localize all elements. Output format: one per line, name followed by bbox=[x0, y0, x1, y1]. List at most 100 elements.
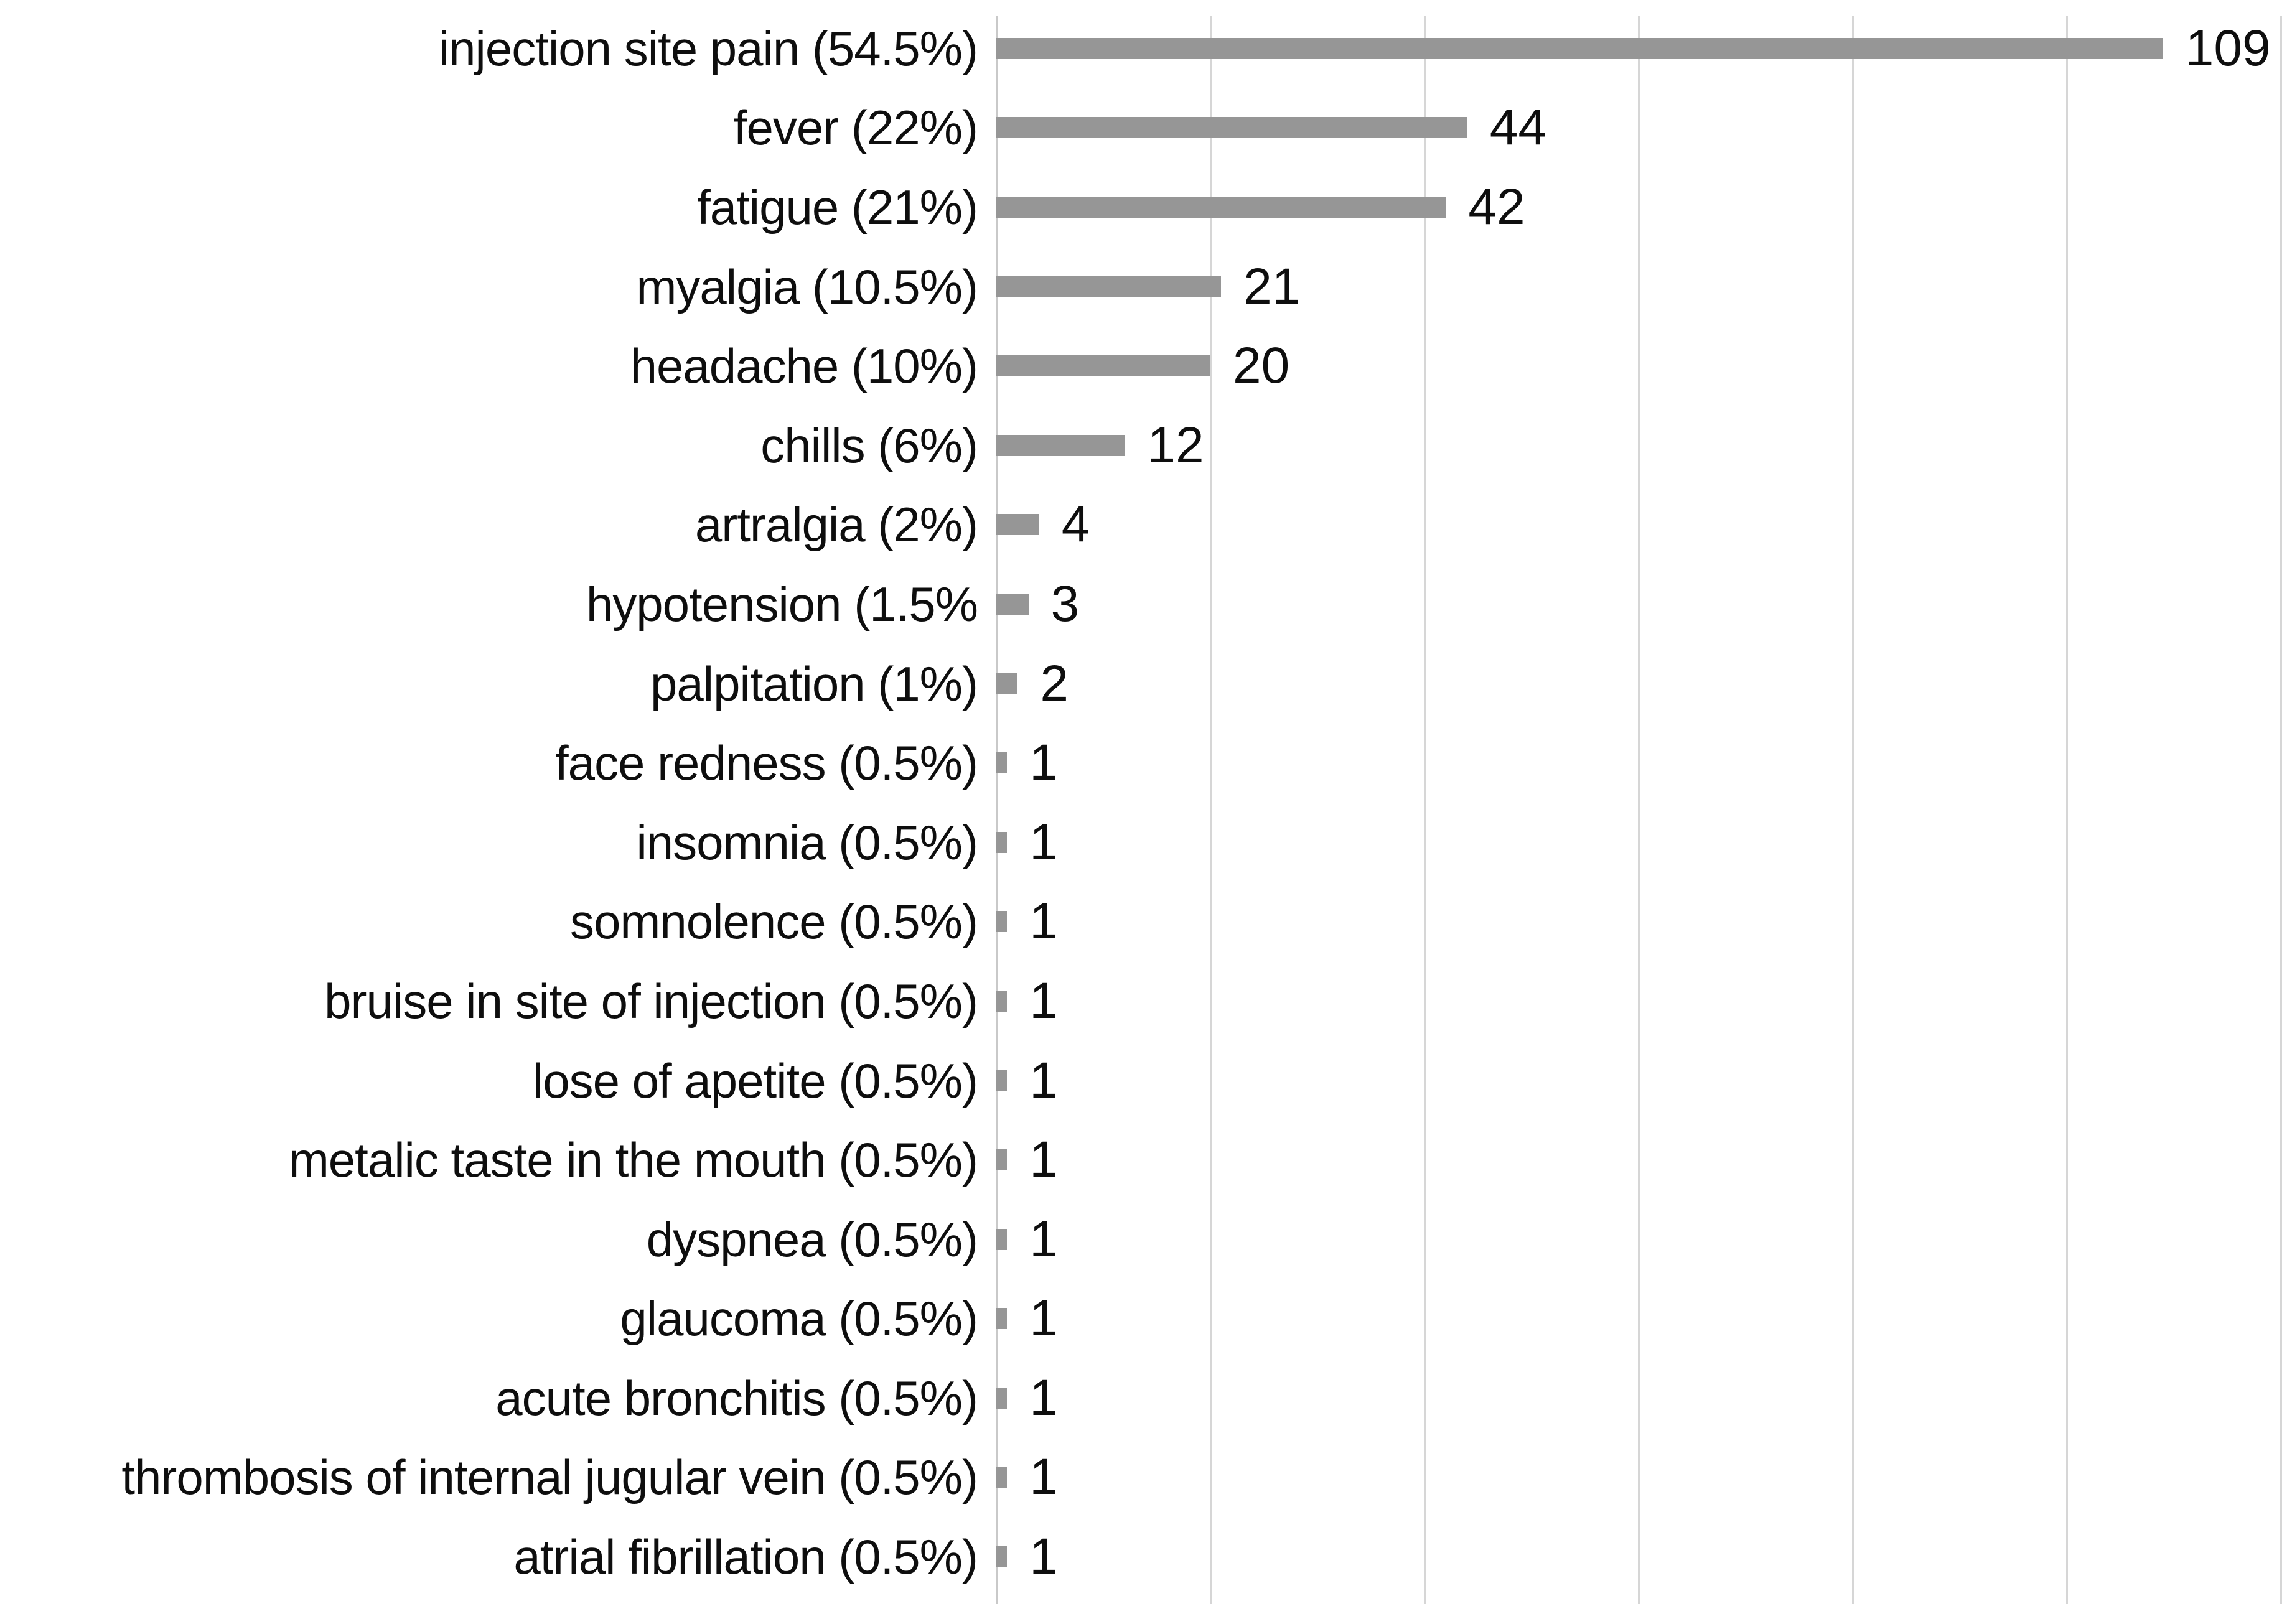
category-label: injection site pain (54.5%) bbox=[438, 21, 978, 76]
bar-area: 2 bbox=[996, 644, 2281, 724]
category-label: headache (10%) bbox=[630, 338, 978, 394]
value-label: 1 bbox=[1029, 972, 1058, 1029]
bar-row: fatigue (21%) 42 bbox=[0, 167, 2287, 247]
bar bbox=[996, 1070, 1008, 1091]
bar bbox=[996, 514, 1039, 536]
value-label: 21 bbox=[1243, 258, 1301, 315]
value-label: 1 bbox=[1029, 1290, 1058, 1347]
value-label: 44 bbox=[1489, 99, 1547, 156]
category-label: acute bronchitis (0.5%) bbox=[495, 1370, 978, 1426]
bar-area: 42 bbox=[996, 167, 2281, 247]
bar-area: 1 bbox=[996, 1517, 2281, 1597]
category-label: artralgia (2%) bbox=[695, 497, 978, 553]
bar-row: myalgia (10.5%) 21 bbox=[0, 247, 2287, 327]
bar-row: headache (10%) 20 bbox=[0, 326, 2287, 406]
bar-row: artralgia (2%) 4 bbox=[0, 485, 2287, 565]
bar bbox=[996, 117, 1467, 139]
category-label: chills (6%) bbox=[760, 418, 978, 473]
bar bbox=[996, 1387, 1008, 1409]
bar bbox=[996, 1308, 1008, 1330]
value-label: 1 bbox=[1029, 1210, 1058, 1267]
category-label: metalic taste in the mouth (0.5%) bbox=[288, 1132, 978, 1188]
category-label: bruise in site of injection (0.5%) bbox=[324, 973, 978, 1029]
bar-area: 1 bbox=[996, 1279, 2281, 1359]
bar-row: acute bronchitis (0.5%) 1 bbox=[0, 1358, 2287, 1438]
value-label: 1 bbox=[1029, 1052, 1058, 1109]
vertical-gridline bbox=[1423, 16, 1426, 1604]
category-label: insomnia (0.5%) bbox=[636, 814, 978, 870]
bar-row: palpitation (1%) 2 bbox=[0, 644, 2287, 724]
bar-row: fever (22%) 44 bbox=[0, 88, 2287, 168]
bar-area: 1 bbox=[996, 961, 2281, 1041]
value-label: 1 bbox=[1029, 1528, 1058, 1585]
value-label: 1 bbox=[1029, 813, 1058, 870]
bar bbox=[996, 752, 1008, 774]
bar bbox=[996, 1546, 1008, 1568]
value-label: 1 bbox=[1029, 1131, 1058, 1188]
bar bbox=[996, 196, 1446, 218]
category-label: fatigue (21%) bbox=[697, 179, 978, 235]
bar-row: bruise in site of injection (0.5%) 1 bbox=[0, 961, 2287, 1041]
bar-row: injection site pain (54.5%) 109 bbox=[0, 9, 2287, 88]
bar-row: hypotension (1.5% 3 bbox=[0, 564, 2287, 644]
bar-rows: injection site pain (54.5%) 109 fever (2… bbox=[0, 9, 2287, 1597]
bar-area: 1 bbox=[996, 1041, 2281, 1121]
bar-area: 1 bbox=[996, 1358, 2281, 1438]
bar-row: glaucoma (0.5%) 1 bbox=[0, 1279, 2287, 1359]
category-label: fever (22%) bbox=[733, 100, 978, 156]
bar-area: 3 bbox=[996, 564, 2281, 644]
bar bbox=[996, 355, 1210, 377]
bar-row: dyspnea (0.5%) 1 bbox=[0, 1200, 2287, 1279]
vertical-gridline bbox=[1638, 16, 1640, 1604]
value-label: 12 bbox=[1147, 416, 1204, 474]
bar bbox=[996, 990, 1008, 1012]
bar-area: 1 bbox=[996, 1200, 2281, 1279]
bar bbox=[996, 1228, 1008, 1250]
category-label: hypotension (1.5% bbox=[586, 576, 978, 632]
category-label: glaucoma (0.5%) bbox=[620, 1291, 978, 1346]
bar-row: metalic taste in the mouth (0.5%) 1 bbox=[0, 1120, 2287, 1200]
value-label: 1 bbox=[1029, 1449, 1058, 1506]
bar-area: 12 bbox=[996, 406, 2281, 485]
category-label: atrial fibrillation (0.5%) bbox=[513, 1529, 978, 1585]
value-label: 2 bbox=[1040, 655, 1069, 712]
value-label: 1 bbox=[1029, 893, 1058, 950]
vertical-gridline bbox=[2280, 16, 2282, 1604]
bar-area: 4 bbox=[996, 485, 2281, 565]
value-label: 1 bbox=[1029, 1369, 1058, 1426]
bar bbox=[996, 434, 1125, 456]
bar bbox=[996, 673, 1018, 694]
bar bbox=[996, 911, 1008, 933]
value-label: 3 bbox=[1050, 575, 1080, 632]
bar bbox=[996, 1467, 1008, 1488]
vertical-gridline bbox=[1851, 16, 1854, 1604]
value-label: 42 bbox=[1468, 178, 1525, 235]
bar-row: chills (6%) 12 bbox=[0, 406, 2287, 485]
bar-area: 109 bbox=[996, 9, 2281, 88]
vertical-gridline bbox=[2066, 16, 2068, 1604]
value-label: 109 bbox=[2185, 19, 2271, 77]
bar-area: 1 bbox=[996, 1438, 2281, 1518]
bar bbox=[996, 593, 1029, 615]
bar-area: 1 bbox=[996, 803, 2281, 882]
bar-area: 21 bbox=[996, 247, 2281, 327]
value-label: 4 bbox=[1061, 496, 1090, 553]
bar-area: 1 bbox=[996, 882, 2281, 962]
bar-row: thrombosis of internal jugular vein (0.5… bbox=[0, 1438, 2287, 1518]
category-label: dyspnea (0.5%) bbox=[646, 1211, 978, 1267]
category-label: somnolence (0.5%) bbox=[570, 894, 978, 950]
category-label: lose of apetite (0.5%) bbox=[532, 1053, 978, 1108]
category-axis-line bbox=[996, 16, 998, 1604]
value-label: 20 bbox=[1233, 337, 1290, 394]
bar-row: lose of apetite (0.5%) 1 bbox=[0, 1041, 2287, 1121]
bar-area: 44 bbox=[996, 88, 2281, 168]
category-label: palpitation (1%) bbox=[650, 656, 978, 711]
bar bbox=[996, 37, 2163, 59]
bar bbox=[996, 831, 1008, 853]
plot-gridlines bbox=[996, 16, 2282, 1604]
bar-area: 1 bbox=[996, 723, 2281, 803]
bar-row: somnolence (0.5%) 1 bbox=[0, 882, 2287, 962]
category-label: face redness (0.5%) bbox=[554, 735, 978, 791]
bar-area: 20 bbox=[996, 326, 2281, 406]
